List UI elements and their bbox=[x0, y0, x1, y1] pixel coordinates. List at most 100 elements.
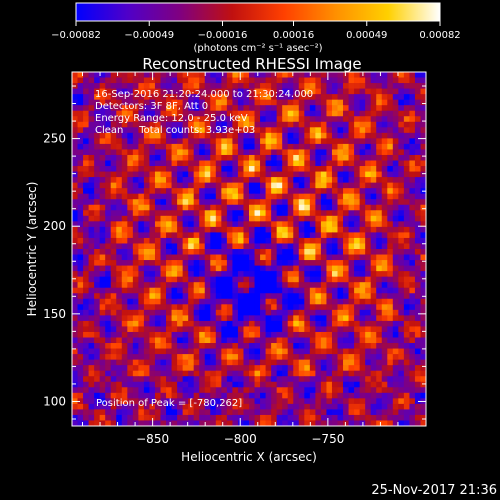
heatmap-cell bbox=[337, 121, 344, 128]
heatmap-cell bbox=[376, 215, 383, 222]
heatmap-cell bbox=[365, 298, 372, 305]
heatmap-cell bbox=[182, 260, 189, 266]
heatmap-cell bbox=[110, 392, 117, 399]
heatmap-cell bbox=[154, 226, 161, 233]
heatmap-cell bbox=[83, 182, 89, 189]
heatmap-cell bbox=[337, 276, 344, 283]
heatmap-cell bbox=[199, 326, 206, 333]
heatmap-cell bbox=[138, 243, 145, 250]
heatmap-cell bbox=[121, 403, 128, 410]
heatmap-cell bbox=[221, 160, 228, 167]
heatmap-cell bbox=[210, 420, 217, 426]
heatmap-cell bbox=[88, 132, 95, 139]
heatmap-cell bbox=[182, 171, 189, 178]
heatmap-cell bbox=[271, 105, 278, 112]
heatmap-cell bbox=[105, 331, 112, 338]
heatmap-cell bbox=[188, 348, 195, 355]
heatmap-cell bbox=[127, 221, 134, 228]
heatmap-cell bbox=[249, 237, 255, 244]
heatmap-cell bbox=[337, 398, 344, 405]
heatmap-cell bbox=[132, 160, 139, 167]
heatmap-cell bbox=[221, 276, 228, 283]
heatmap-cell bbox=[398, 392, 405, 399]
heatmap-cell bbox=[254, 403, 261, 410]
heatmap-cell bbox=[110, 237, 117, 244]
heatmap-cell bbox=[116, 420, 123, 426]
heatmap-cell bbox=[77, 121, 84, 128]
heatmap-cell bbox=[204, 154, 211, 161]
heatmap-cell bbox=[199, 243, 206, 250]
heatmap-cell bbox=[398, 210, 405, 217]
heatmap-cell bbox=[221, 298, 228, 305]
heatmap-cell bbox=[392, 359, 399, 366]
heatmap-cell bbox=[287, 403, 294, 410]
heatmap-cell bbox=[116, 204, 123, 211]
heatmap-cell bbox=[143, 221, 150, 228]
heatmap-cell bbox=[370, 254, 377, 261]
heatmap-cell bbox=[88, 72, 95, 78]
heatmap-cell bbox=[320, 232, 327, 239]
heatmap-cell bbox=[420, 132, 426, 139]
heatmap-cell bbox=[171, 188, 178, 195]
heatmap-cell bbox=[160, 199, 167, 206]
heatmap-cell bbox=[88, 154, 95, 161]
heatmap-cell bbox=[414, 409, 421, 416]
heatmap-cell bbox=[132, 188, 139, 195]
heatmap-cell bbox=[348, 409, 355, 416]
heatmap-cell bbox=[282, 315, 289, 322]
heatmap-cell bbox=[116, 72, 123, 78]
heatmap-cell bbox=[210, 110, 217, 117]
heatmap-cell bbox=[210, 243, 217, 250]
heatmap-cell bbox=[392, 88, 399, 95]
heatmap-cell bbox=[94, 320, 101, 327]
heatmap-cell bbox=[337, 381, 344, 388]
heatmap-cell bbox=[143, 160, 150, 167]
heatmap-cell bbox=[166, 304, 172, 311]
heatmap-cell bbox=[160, 83, 167, 89]
heatmap-cell bbox=[282, 271, 289, 278]
heatmap-cell bbox=[409, 387, 416, 394]
heatmap-cell bbox=[72, 171, 78, 178]
heatmap-cell bbox=[149, 282, 156, 289]
heatmap-cell bbox=[105, 370, 112, 377]
heatmap-cell bbox=[309, 376, 316, 383]
heatmap-cell bbox=[287, 293, 294, 300]
heatmap-cell bbox=[348, 282, 355, 289]
heatmap-cell bbox=[398, 127, 405, 134]
heatmap-cell bbox=[331, 243, 338, 250]
heatmap-cell bbox=[188, 271, 195, 278]
heatmap-cell bbox=[188, 204, 195, 211]
heatmap-cell bbox=[243, 409, 250, 416]
heatmap-cell bbox=[282, 132, 289, 139]
heatmap-cell bbox=[343, 403, 349, 410]
heatmap-cell bbox=[127, 414, 134, 421]
heatmap-cell bbox=[149, 154, 156, 161]
heatmap-cell bbox=[171, 365, 178, 372]
heatmap-cell bbox=[215, 237, 222, 244]
heatmap-cell bbox=[171, 287, 178, 294]
heatmap-cell bbox=[232, 337, 239, 344]
heatmap-cell bbox=[210, 260, 217, 266]
heatmap-cell bbox=[381, 237, 388, 244]
heatmap-cell bbox=[105, 337, 112, 344]
heatmap-cell bbox=[320, 149, 327, 156]
heatmap-cell bbox=[237, 94, 244, 101]
heatmap-cell bbox=[204, 77, 211, 84]
heatmap-cell bbox=[309, 110, 316, 117]
heatmap-cell bbox=[232, 127, 239, 134]
heatmap-cell bbox=[199, 171, 206, 178]
heatmap-cell bbox=[83, 77, 89, 84]
heatmap-cell bbox=[226, 188, 233, 195]
heatmap-cell bbox=[237, 77, 244, 84]
heatmap-cell bbox=[143, 420, 150, 426]
heatmap-cell bbox=[88, 188, 95, 195]
heatmap-cell bbox=[110, 232, 117, 239]
heatmap-cell bbox=[237, 298, 244, 305]
heatmap-cell bbox=[254, 221, 261, 228]
heatmap-cell bbox=[348, 204, 355, 211]
heatmap-cell bbox=[210, 193, 217, 200]
heatmap-cell bbox=[127, 99, 134, 106]
heatmap-cell bbox=[204, 177, 211, 184]
heatmap-cell bbox=[221, 116, 228, 123]
heatmap-cell bbox=[387, 254, 394, 261]
